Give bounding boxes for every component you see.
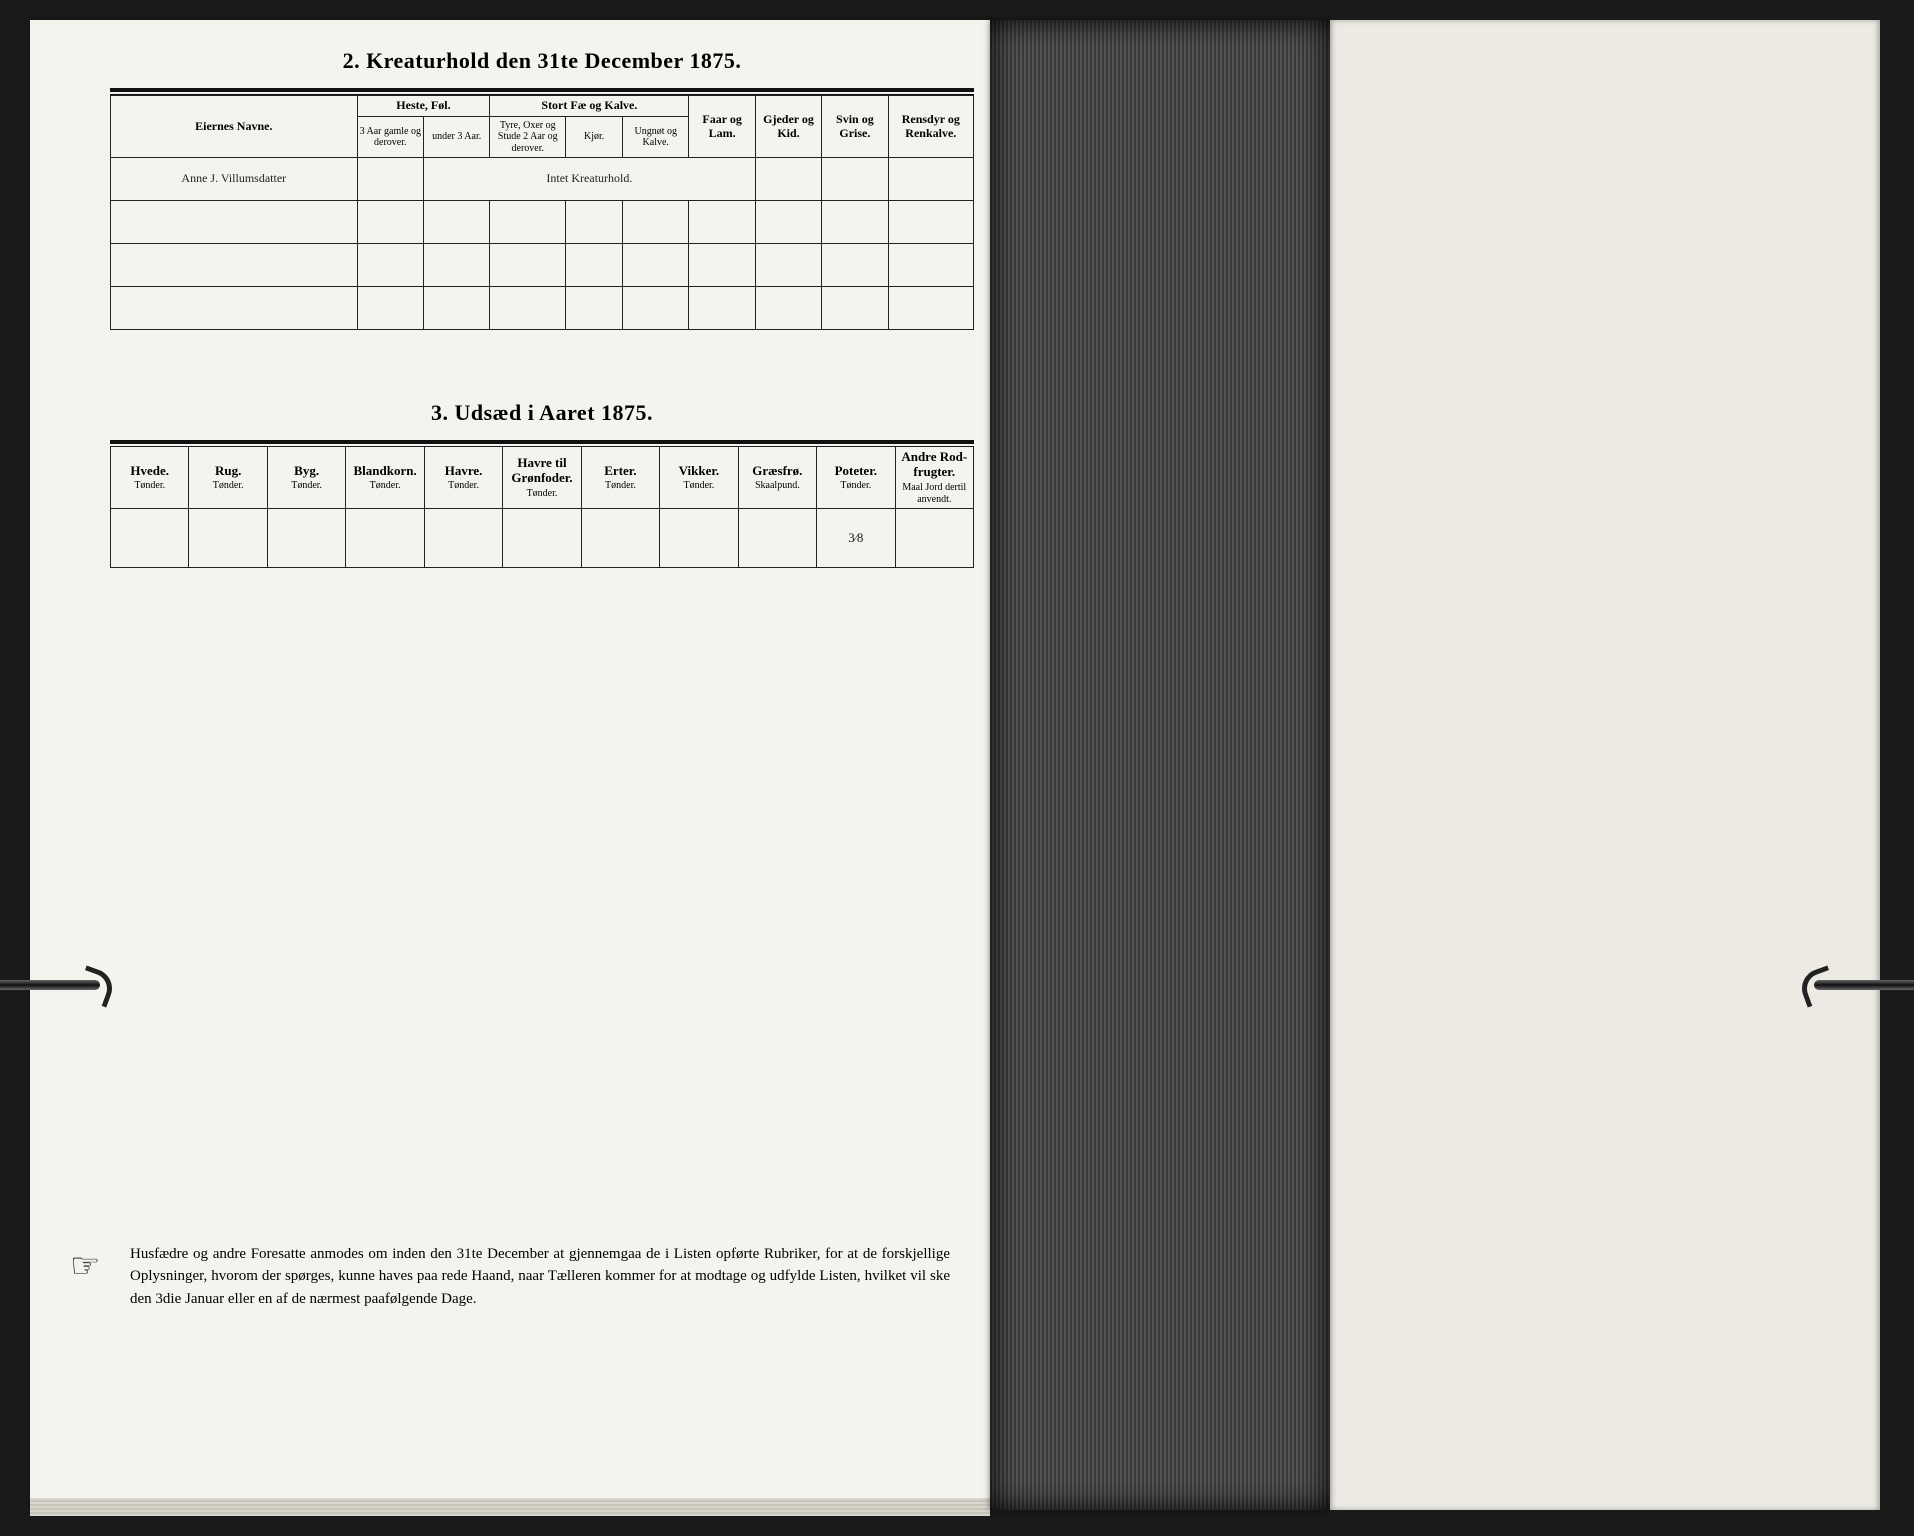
owner-name: Anne J. Villumsdatter [111,158,358,201]
pointing-hand-icon: ☞ [70,1241,100,1292]
col-heste-3aar: 3 Aar gamle og derover. [357,116,423,158]
udsad-value [424,509,502,568]
udsad-col: Græsfrø.Skaalpund. [738,447,816,509]
udsad-value [503,509,581,568]
col-fae-kjor: Kjør. [566,116,623,158]
col-fae-ung: Ungnøt og Kalve. [623,116,689,158]
table-row [111,201,974,244]
notice-text: Husfædre og andre Foresatte anmodes om i… [130,1246,950,1307]
left-page: 2. Kreaturhold den 31te December 1875. E… [30,20,990,1510]
udsad-col: Rug.Tønder. [189,447,267,509]
section2-title: 2. Kreaturhold den 31te December 1875. [110,48,974,74]
table-row [111,287,974,330]
udsad-value [581,509,659,568]
udsad-col: Byg.Tønder. [267,447,345,509]
rule [110,88,974,92]
udsad-value [267,509,345,568]
table-row [111,244,974,287]
udsad-value-row: 3⁄8 [111,509,974,568]
group-heste: Heste, Føl. [357,96,490,117]
col-owner: Eiernes Navne. [111,96,358,158]
col-svin: Svin og Grise. [822,96,888,158]
binder-clip-icon [0,970,110,1010]
page-edges [30,1498,990,1516]
book-spine [990,20,1330,1510]
udsad-col: Hvede.Tønder. [111,447,189,509]
udsad-col: Erter.Tønder. [581,447,659,509]
udsad-col: Havre til Grønfoder.Tønder. [503,447,581,509]
col-faar: Faar og Lam. [689,96,755,158]
section3-title: 3. Udsæd i Aaret 1875. [110,400,974,426]
udsad-value [346,509,424,568]
udsad-value [189,509,267,568]
udsad-table: Hvede.Tønder.Rug.Tønder.Byg.Tønder.Bland… [110,446,974,568]
row-note: Intet Kreaturhold. [423,158,755,201]
rule [110,440,974,444]
kreaturhold-table: Eiernes Navne. Heste, Føl. Stort Fæ og K… [110,95,974,330]
notice-block: ☞ Husfædre og andre Foresatte anmodes om… [130,1243,950,1311]
col-heste-u3: under 3 Aar. [423,116,489,158]
col-rensdyr: Rensdyr og Renkalve. [888,96,973,158]
udsad-header-row: Hvede.Tønder.Rug.Tønder.Byg.Tønder.Bland… [111,447,974,509]
udsad-col: Havre.Tønder. [424,447,502,509]
udsad-value [738,509,816,568]
udsad-col: Poteter.Tønder. [817,447,895,509]
group-fae: Stort Fæ og Kalve. [490,96,689,117]
col-fae-tyre: Tyre, Oxer og Stude 2 Aar og derover. [490,116,566,158]
udsad-col: Blandkorn.Tønder. [346,447,424,509]
udsad-value [660,509,738,568]
col-gjeder: Gjeder og Kid. [755,96,821,158]
udsad-value [895,509,973,568]
udsad-value [111,509,189,568]
table-row: Anne J. Villumsdatter Intet Kreaturhold. [111,158,974,201]
udsad-col: Andre Rod-frugter.Maal Jord dertil anven… [895,447,973,509]
udsad-col: Vikker.Tønder. [660,447,738,509]
udsad-value: 3⁄8 [817,509,895,568]
binder-clip-icon [1804,970,1914,1010]
